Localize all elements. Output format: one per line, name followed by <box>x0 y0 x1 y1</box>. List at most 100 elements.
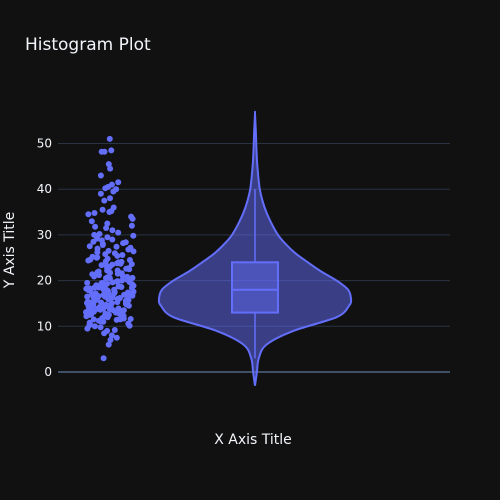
data-point <box>87 311 94 318</box>
data-point <box>107 195 113 202</box>
data-point <box>113 243 120 250</box>
data-point <box>107 165 114 172</box>
data-point <box>98 299 105 306</box>
points-trace <box>83 135 137 362</box>
data-point <box>126 322 133 329</box>
data-point <box>97 324 104 331</box>
data-point <box>107 269 114 276</box>
iqr-box <box>231 261 279 314</box>
data-point <box>101 313 108 320</box>
data-point <box>100 355 107 362</box>
data-point <box>106 209 113 215</box>
y-tick-label: 30 <box>37 228 52 242</box>
data-point <box>92 223 99 230</box>
data-point <box>91 210 98 216</box>
data-point <box>105 161 112 168</box>
data-point <box>84 285 90 292</box>
data-point <box>125 265 132 272</box>
data-point <box>84 293 91 300</box>
data-point <box>91 284 98 291</box>
data-point <box>84 325 91 332</box>
y-tick-label: 10 <box>37 319 52 333</box>
data-point <box>111 289 118 295</box>
data-point <box>115 283 122 290</box>
data-point <box>104 280 111 287</box>
data-point <box>125 302 132 309</box>
data-point <box>105 341 112 348</box>
data-point <box>115 305 122 312</box>
violin-trace <box>157 110 353 386</box>
data-point <box>119 252 126 258</box>
data-point <box>109 236 116 243</box>
data-point <box>114 278 121 285</box>
data-point <box>129 289 136 296</box>
x-axis-title: X Axis Title <box>214 432 292 448</box>
data-point <box>110 188 117 195</box>
data-point <box>110 307 117 314</box>
data-point <box>115 179 122 186</box>
data-point <box>103 225 110 231</box>
data-point <box>102 185 109 192</box>
data-point <box>111 327 118 333</box>
data-point <box>90 300 97 307</box>
data-point <box>90 238 97 245</box>
data-point <box>122 298 129 305</box>
data-point <box>99 279 106 286</box>
data-point <box>85 257 92 264</box>
data-point <box>105 288 111 295</box>
data-point <box>129 215 136 222</box>
data-point <box>122 239 129 246</box>
y-tick-label: 50 <box>37 137 52 151</box>
data-point <box>101 303 108 310</box>
data-point <box>91 272 98 279</box>
data-point <box>115 229 122 236</box>
data-point <box>92 290 99 297</box>
data-point <box>104 220 111 227</box>
data-point <box>88 218 95 225</box>
data-point <box>98 262 105 269</box>
data-point <box>85 211 92 218</box>
data-point <box>109 227 116 234</box>
data-point <box>125 246 132 253</box>
data-point <box>114 299 121 306</box>
data-point <box>99 242 106 248</box>
data-point <box>118 258 125 265</box>
y-axis-ticks: 0 10 20 30 40 50 <box>37 137 52 380</box>
y-tick-label: 20 <box>37 274 52 288</box>
data-point <box>97 190 104 197</box>
data-point <box>121 291 128 298</box>
data-point <box>130 248 137 255</box>
data-point <box>130 232 137 239</box>
data-point <box>129 281 136 288</box>
data-point <box>84 279 91 286</box>
data-point <box>94 254 101 261</box>
data-point <box>108 147 115 154</box>
y-tick-label: 40 <box>37 182 52 196</box>
data-point <box>108 332 115 339</box>
data-point <box>99 206 106 213</box>
data-point <box>104 234 111 241</box>
data-point <box>108 295 115 301</box>
chart-title: Histogram Plot <box>25 35 151 55</box>
data-point <box>126 257 133 263</box>
data-point <box>128 222 135 229</box>
data-point <box>95 284 102 291</box>
data-point <box>102 258 109 265</box>
y-axis-title: Y Axis Title <box>2 212 18 290</box>
data-point <box>91 323 98 330</box>
data-point <box>102 251 109 258</box>
data-point <box>97 306 104 313</box>
y-tick-label: 0 <box>44 365 52 379</box>
data-point <box>96 272 102 279</box>
data-point <box>101 197 108 204</box>
data-point <box>114 252 121 259</box>
data-point <box>103 275 109 282</box>
data-point <box>101 330 108 337</box>
data-point <box>97 318 104 325</box>
data-point <box>94 249 101 256</box>
data-point <box>113 334 120 341</box>
data-point <box>86 243 93 250</box>
data-point <box>113 316 120 323</box>
data-point <box>127 316 134 322</box>
data-point <box>106 135 113 142</box>
